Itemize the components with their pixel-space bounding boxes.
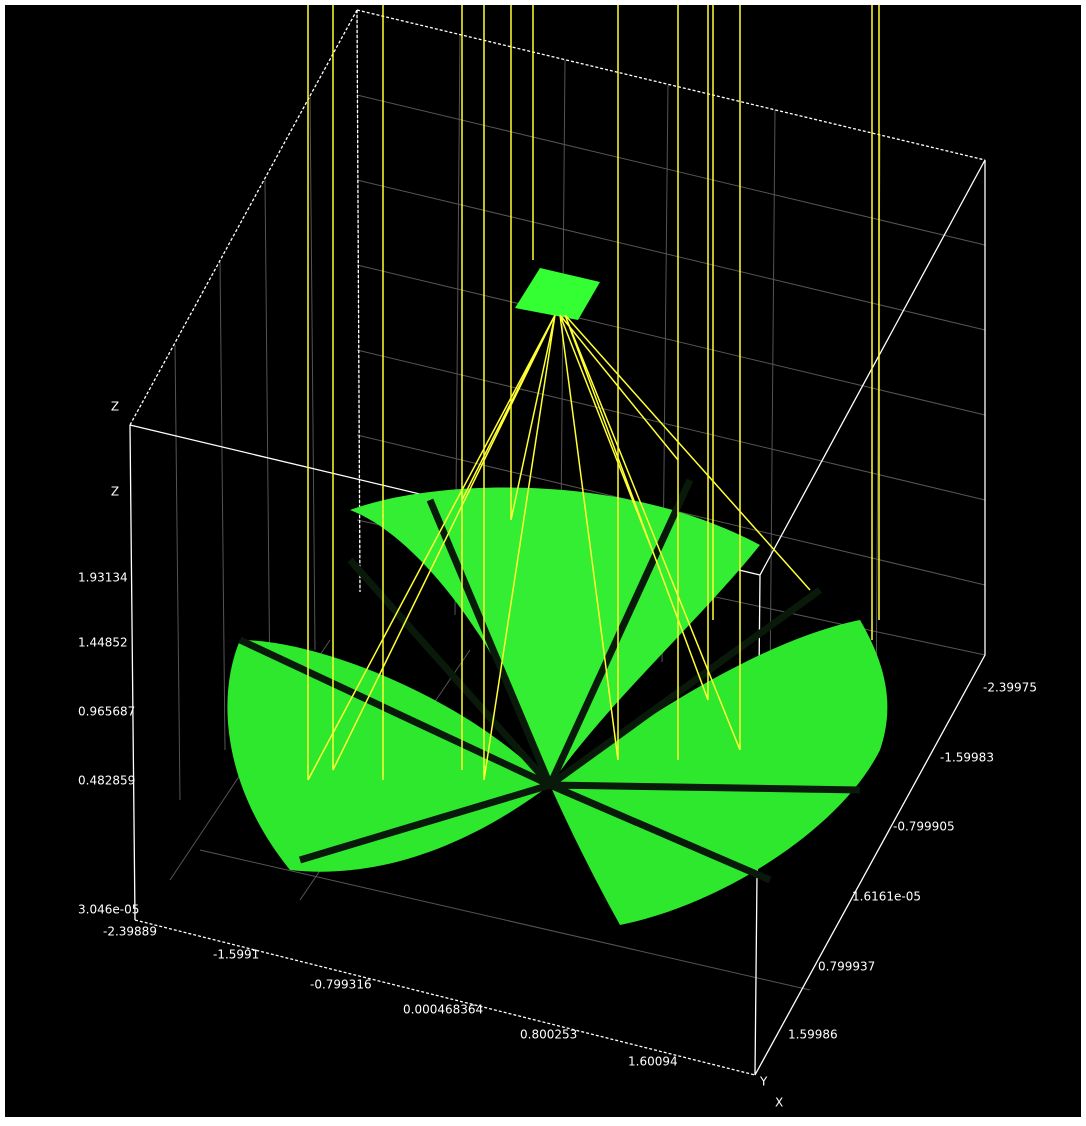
x-tick-label: 1.60094 bbox=[628, 1055, 678, 1069]
x-tick-label: -0.799316 bbox=[310, 978, 372, 992]
y-tick-label: -2.39975 bbox=[983, 681, 1037, 695]
target-patch bbox=[515, 268, 600, 320]
x-tick-label: 0.000468364 bbox=[403, 1003, 483, 1017]
y-tick-label: 1.6161e-05 bbox=[852, 890, 921, 904]
rays bbox=[307, 5, 880, 781]
z-axis-name: Z bbox=[111, 400, 119, 414]
corner-label: X bbox=[775, 1096, 783, 1110]
y-tick-label: -0.799905 bbox=[893, 820, 955, 834]
gaps bbox=[238, 478, 861, 884]
axis-labels: Z Z 1.93134 1.44852 0.965687 0.482859 3.046e-0… bbox=[78, 400, 1037, 1110]
bounding-box bbox=[129, 9, 986, 1076]
z-tick-label: 0.482859 bbox=[78, 774, 135, 788]
y-tick-label: -1.59983 bbox=[940, 751, 994, 765]
y-tick-label: 0.799937 bbox=[818, 960, 875, 974]
z-tick-label: 3.046e-05 bbox=[78, 903, 139, 917]
y-tick-label: 1.59986 bbox=[788, 1028, 838, 1042]
x-tick-label: -2.39889 bbox=[103, 925, 157, 939]
x-tick-label: -1.5991 bbox=[213, 948, 259, 962]
z-tick-label: 1.93134 bbox=[78, 571, 128, 585]
z-tick-label: 1.44852 bbox=[78, 636, 128, 650]
fan-lobe bbox=[550, 620, 888, 925]
z-axis-name: Z bbox=[111, 485, 119, 499]
x-tick-label: 0.800253 bbox=[520, 1028, 577, 1042]
corner-label: Y bbox=[759, 1075, 768, 1089]
z-tick-label: 0.965687 bbox=[78, 705, 135, 719]
